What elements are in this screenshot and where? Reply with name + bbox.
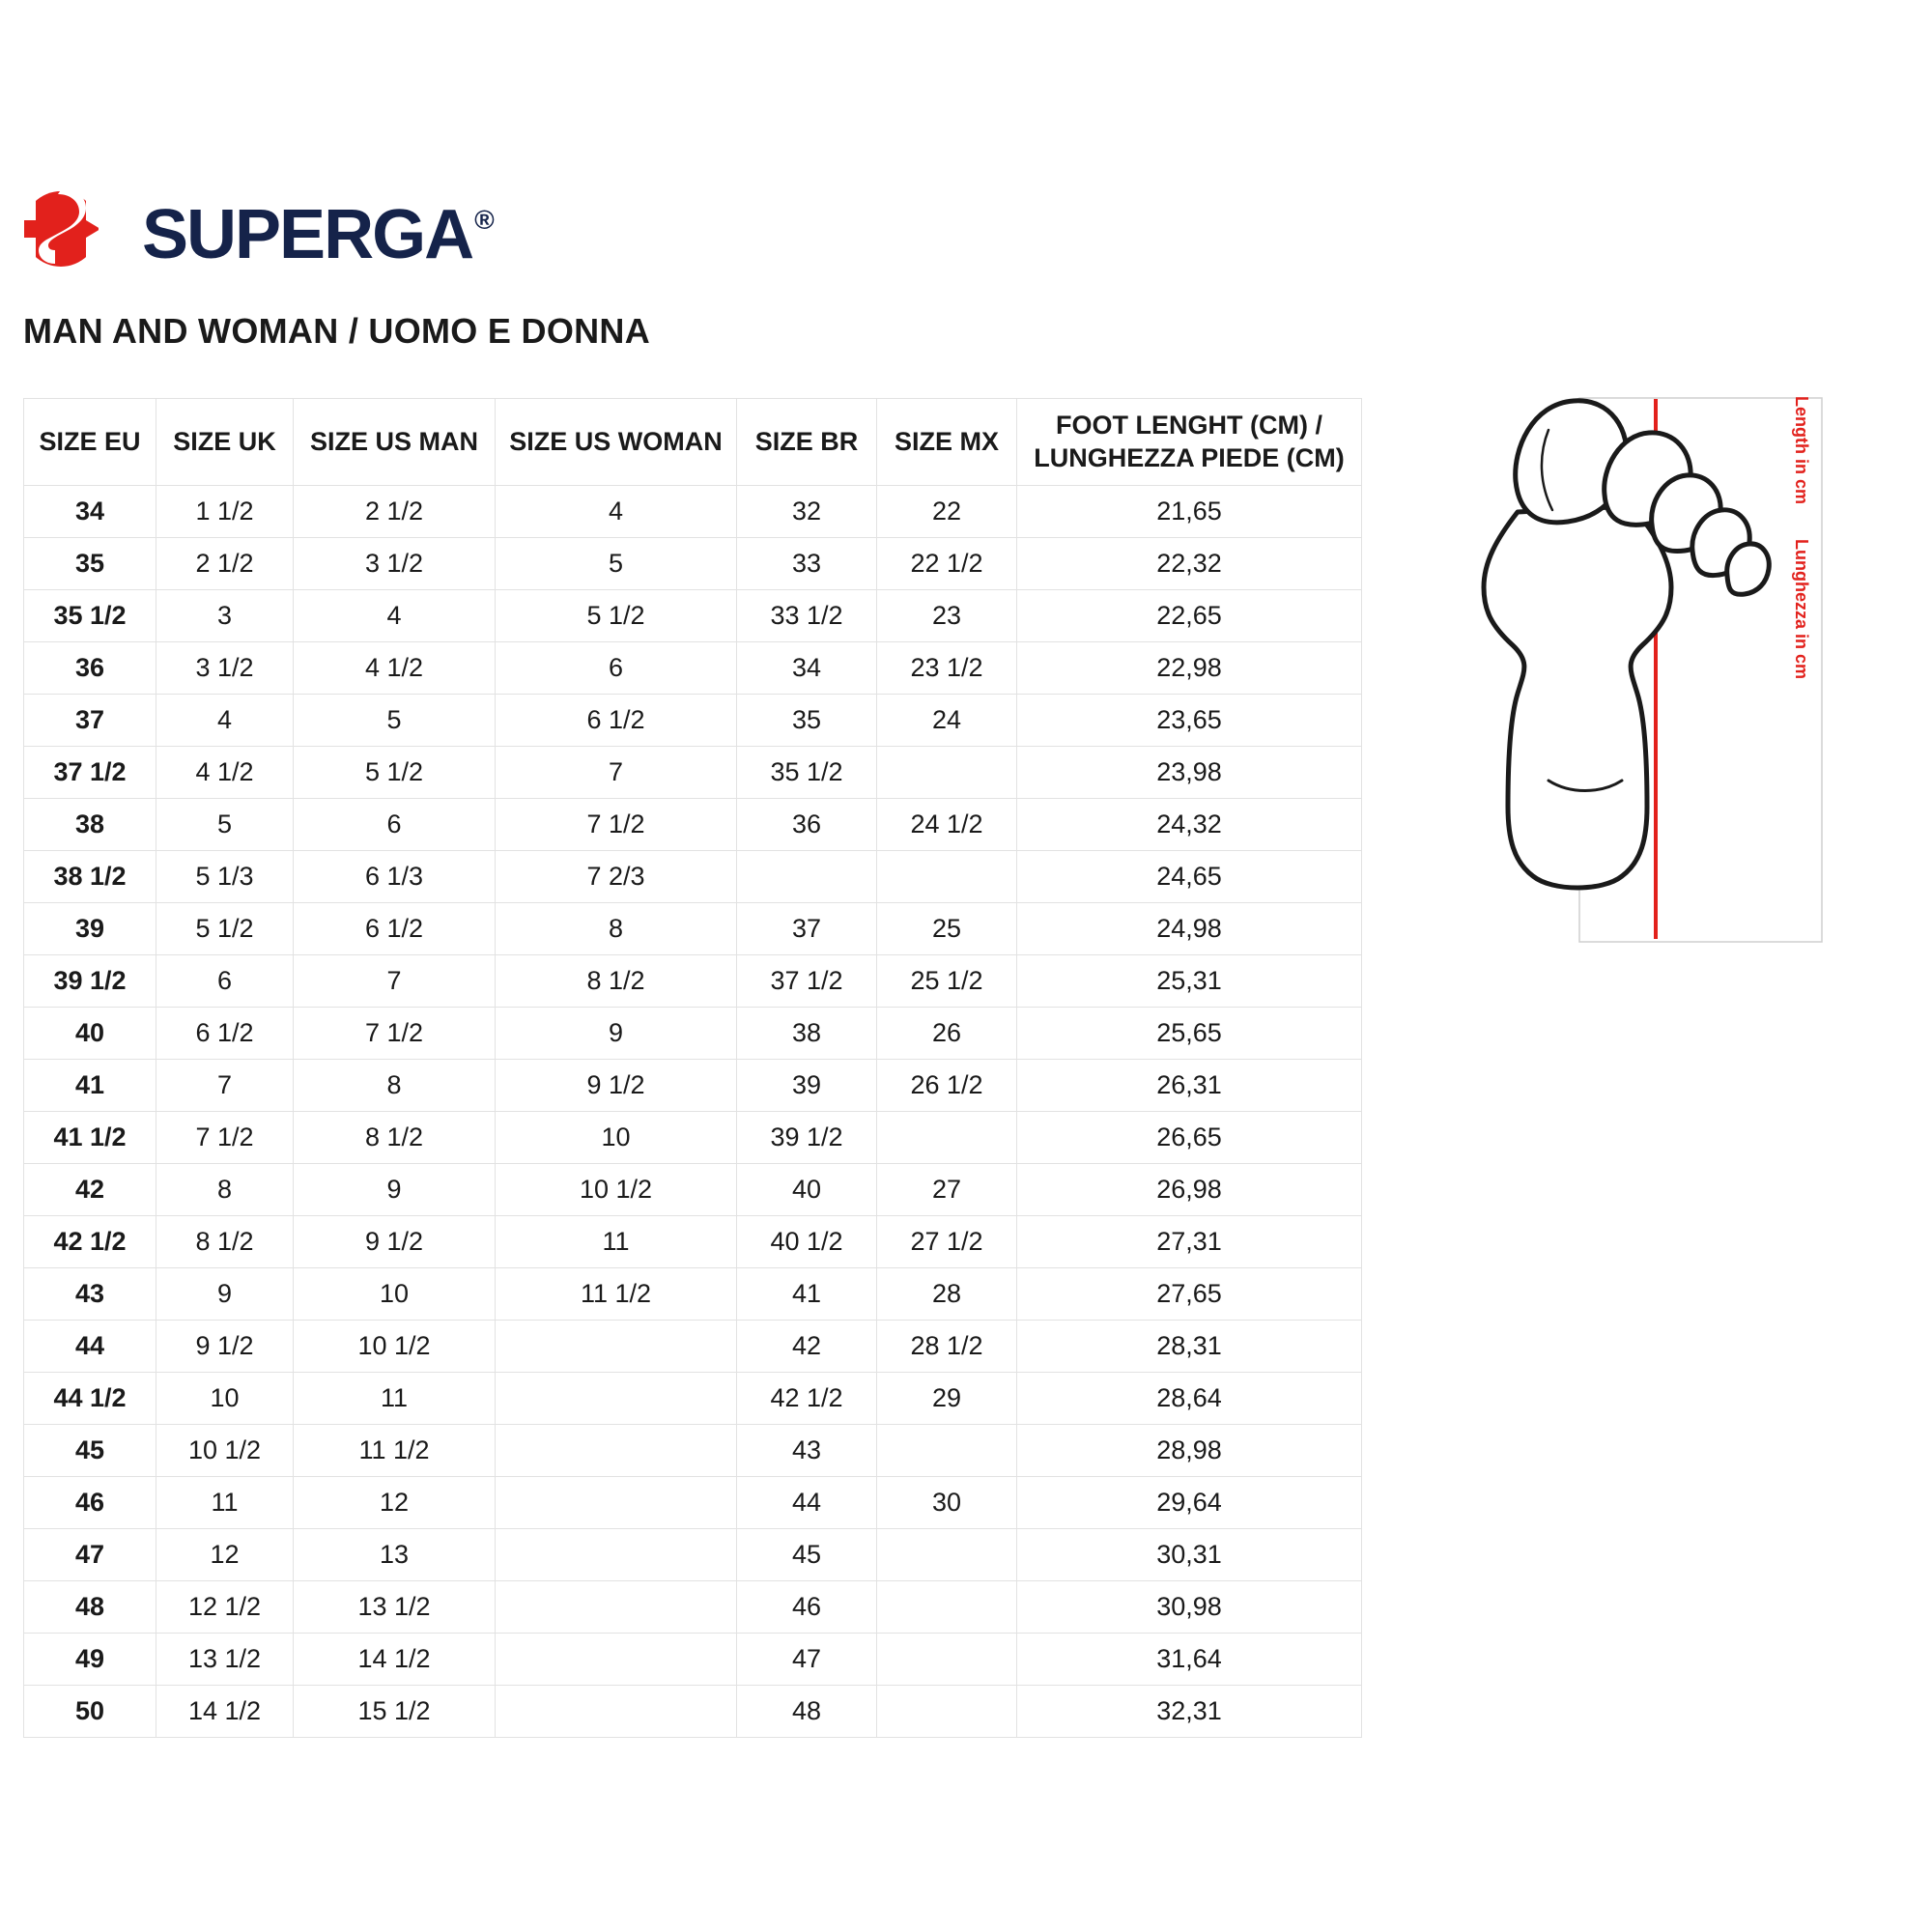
svg-text:Length in cm: Length in cm: [1792, 396, 1811, 504]
svg-text:Lunghezza in cm: Lunghezza in cm: [1792, 539, 1811, 679]
